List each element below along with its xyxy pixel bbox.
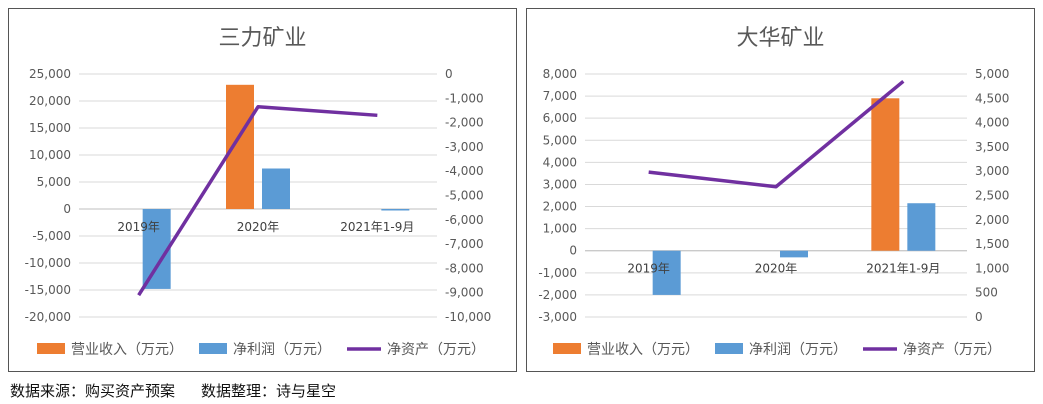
y-left-tick-label: 8,000 bbox=[543, 67, 577, 81]
y-right-tick-label: 4,000 bbox=[975, 116, 1009, 130]
y-right-tick-label: -4,000 bbox=[445, 164, 484, 178]
chart-sanli: 三力矿业 25,000 20,000 15,000 10,000 5,000 0 -5,000… bbox=[25, 26, 492, 358]
chart-title: 大华矿业 bbox=[736, 26, 824, 51]
y-left-tick-label: 0 bbox=[63, 202, 71, 216]
legend-swatch-profit bbox=[715, 343, 743, 354]
bar-profit bbox=[780, 250, 808, 258]
legend-label-profit: 净利润（万元） bbox=[749, 342, 847, 358]
x-category-label: 2021年1-9月 bbox=[866, 262, 940, 276]
footer-source: 数据来源：购买资产预案 bbox=[10, 382, 176, 400]
legend-label-assets: 净资产（万元） bbox=[903, 342, 1001, 358]
y-left-tick-label: 25,000 bbox=[29, 67, 71, 81]
y-right-tick-label: 1,000 bbox=[975, 261, 1009, 275]
y-left-tick-label: 1,000 bbox=[543, 222, 577, 236]
bar-profit bbox=[262, 168, 290, 209]
y-right-tick-label: -3,000 bbox=[445, 140, 484, 154]
legend-swatch-revenue bbox=[553, 343, 581, 354]
chart-panel-dahua: 大华矿业 8,000 7,000 6,000 5,000 4,000 3,000 2,000 1… bbox=[526, 8, 1035, 372]
x-category-label: 2020年 bbox=[237, 220, 280, 234]
y-right-tick-label: 0 bbox=[975, 310, 983, 324]
y-left-tick-label: -3,000 bbox=[538, 310, 577, 324]
footer-editor: 数据整理：诗与星空 bbox=[201, 382, 337, 400]
bar-revenue bbox=[871, 98, 900, 251]
y-right-tick-label: 2,000 bbox=[975, 213, 1009, 227]
y-right-tick-label: 1,500 bbox=[975, 237, 1009, 251]
legend-label-profit: 净利润（万元） bbox=[233, 342, 331, 358]
y-left-tick-label: 6,000 bbox=[543, 111, 577, 125]
y-left-tick-label: -10,000 bbox=[25, 256, 71, 270]
x-category-label: 2019年 bbox=[117, 220, 160, 234]
y-left-tick-label: 15,000 bbox=[29, 121, 71, 135]
y-left-tick-label: 3,000 bbox=[543, 177, 577, 191]
y-right-tick-label: -8,000 bbox=[445, 261, 484, 275]
legend-swatch-profit bbox=[199, 343, 227, 354]
footer-text: 数据来源：购买资产预案 数据整理：诗与星空 bbox=[10, 380, 336, 401]
y-left-tick-label: 20,000 bbox=[29, 94, 71, 108]
y-left-tick-label: 4,000 bbox=[543, 155, 577, 169]
y-left-tick-label: 5,000 bbox=[543, 133, 577, 147]
y-left-tick-label: -15,000 bbox=[25, 283, 71, 297]
legend-label-assets: 净资产（万元） bbox=[387, 342, 485, 358]
y-right-tick-label: -9,000 bbox=[445, 286, 484, 300]
bar-profit bbox=[381, 209, 410, 211]
y-right-tick-label: -5,000 bbox=[445, 189, 484, 203]
chart-title: 三力矿业 bbox=[218, 26, 306, 51]
y-right-tick-label: 3,500 bbox=[975, 140, 1009, 154]
y-left-tick-label: 5,000 bbox=[37, 175, 71, 189]
line-net-assets bbox=[137, 105, 378, 297]
y-right-tick-label: 5,000 bbox=[975, 67, 1009, 81]
x-category-label: 2021年1-9月 bbox=[340, 220, 414, 234]
y-left-tick-label: 0 bbox=[569, 244, 577, 258]
legend-swatch-revenue bbox=[37, 343, 65, 354]
x-category-label: 2019年 bbox=[627, 262, 670, 276]
y-left-tick-label: 7,000 bbox=[543, 89, 577, 103]
y-left-tick-label: -1,000 bbox=[538, 266, 577, 280]
y-right-tick-label: -7,000 bbox=[445, 237, 484, 251]
legend-label-revenue: 营业收入（万元） bbox=[587, 342, 699, 358]
y-left-tick-label: 2,000 bbox=[543, 200, 577, 214]
bar-profit bbox=[652, 250, 681, 295]
bar-profit bbox=[907, 203, 936, 251]
y-right-tick-label: -6,000 bbox=[445, 213, 484, 227]
y-right-tick-label: -2,000 bbox=[445, 116, 484, 130]
legend-label-revenue: 营业收入（万元） bbox=[71, 342, 183, 358]
y-left-tick-label: -5,000 bbox=[32, 229, 71, 243]
y-right-tick-label: 500 bbox=[975, 286, 998, 300]
y-left-tick-label: -2,000 bbox=[538, 288, 577, 302]
chart-dahua: 大华矿业 8,000 7,000 6,000 5,000 4,000 3,000 2,000 1… bbox=[538, 26, 1009, 358]
y-right-tick-label: 2,500 bbox=[975, 189, 1009, 203]
y-right-tick-label: -10,000 bbox=[445, 310, 491, 324]
y-left-tick-label: -20,000 bbox=[25, 310, 71, 324]
y-left-tick-label: 10,000 bbox=[29, 148, 71, 162]
chart-panel-sanli: 三力矿业 25,000 20,000 15,000 10,000 5,000 0 -5,000… bbox=[8, 8, 517, 372]
y-right-tick-label: 4,500 bbox=[975, 91, 1009, 105]
line-net-assets bbox=[648, 79, 905, 189]
y-right-tick-label: 3,000 bbox=[975, 164, 1009, 178]
bar-revenue bbox=[226, 84, 254, 209]
y-right-tick-label: 0 bbox=[445, 67, 453, 81]
x-category-label: 2020年 bbox=[755, 262, 798, 276]
y-right-tick-label: -1,000 bbox=[445, 91, 484, 105]
